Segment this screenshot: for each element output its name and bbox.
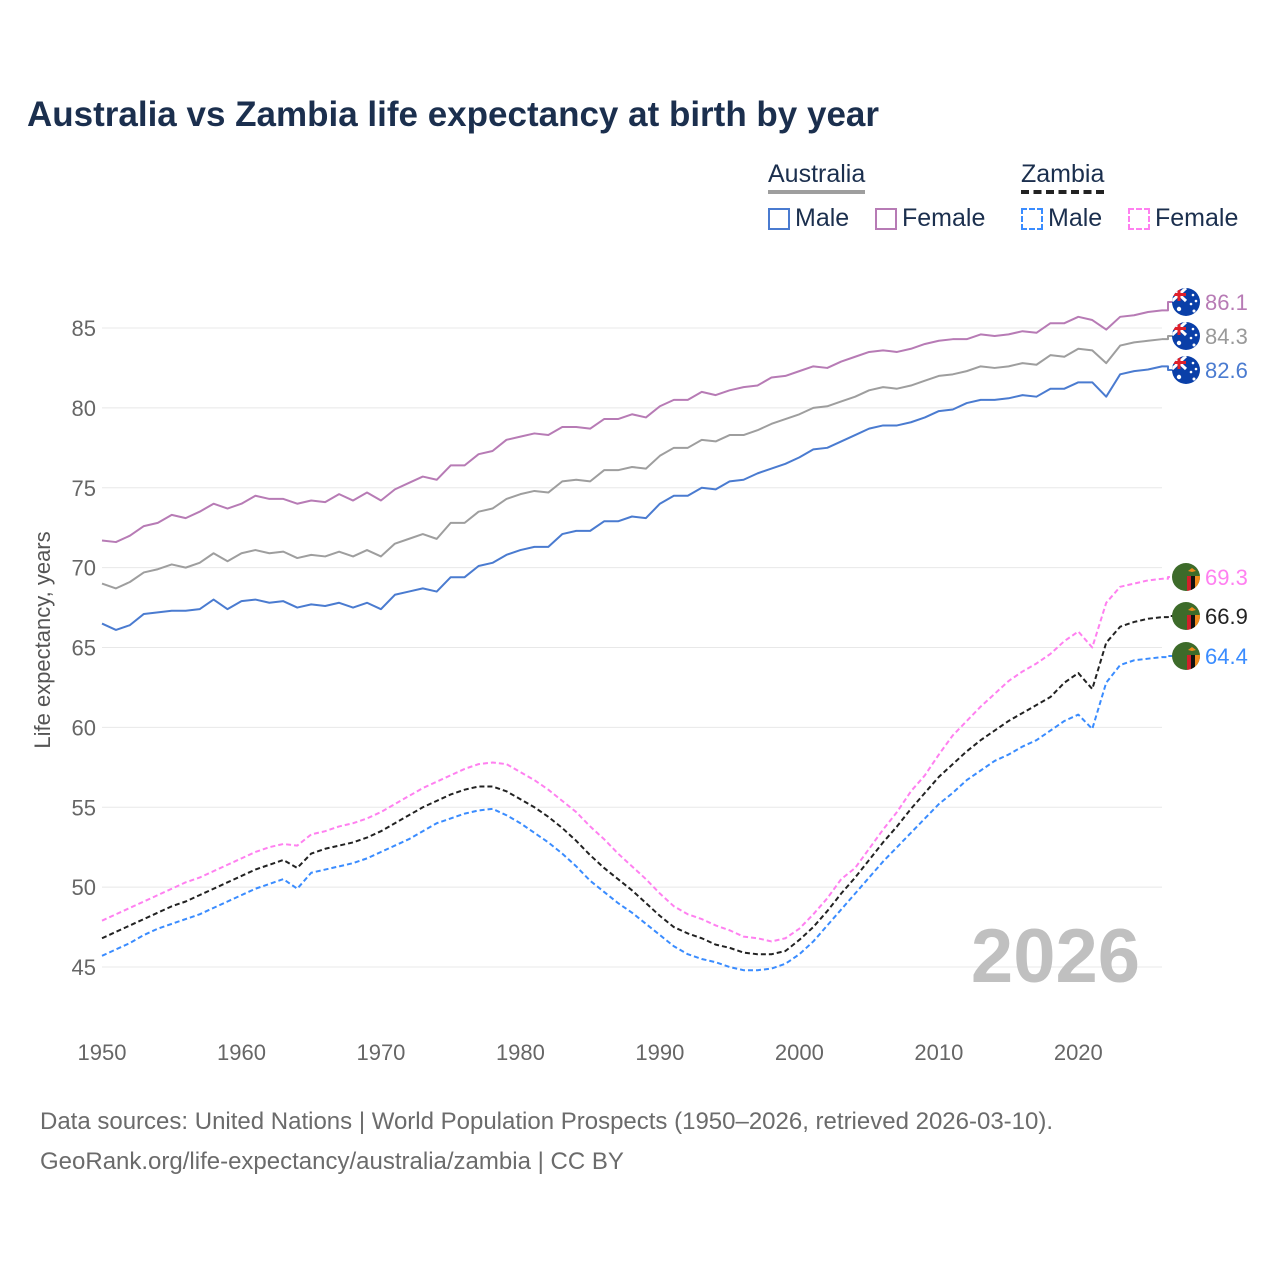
- series-line-zambia-total: [101, 615, 1174, 956]
- legend-group-label: Zambia: [1021, 160, 1105, 188]
- y-tick-label: 65: [72, 636, 96, 661]
- end-value-label: 69.3: [1205, 565, 1248, 590]
- legend-group-australia: Australia: [768, 160, 866, 194]
- legend-swatch: [875, 207, 897, 230]
- legend-swatch: [1128, 207, 1150, 230]
- legend-item-zambia-female[interactable]: Female: [1128, 204, 1238, 233]
- zambia-flag-icon: [1172, 563, 1200, 591]
- end-value-label: 82.6: [1205, 358, 1248, 383]
- legend-item-zambia-male[interactable]: Male: [1021, 204, 1102, 233]
- x-tick-label: 1960: [217, 1040, 266, 1065]
- legend-swatch: [768, 207, 790, 230]
- legend-label: Male: [1048, 204, 1103, 232]
- zambia-flag-icon: [1172, 602, 1200, 630]
- x-tick-label: 1970: [356, 1040, 405, 1065]
- end-value-label: 66.9: [1205, 604, 1248, 629]
- source-link[interactable]: GeoRank.org/life-expectancy/australia/za…: [40, 1148, 624, 1175]
- x-tick-label: 2000: [775, 1040, 824, 1065]
- chart-title: Australia vs Zambia life expectancy at b…: [27, 95, 880, 134]
- y-tick-label: 75: [72, 476, 96, 501]
- x-tick-label: 1990: [635, 1040, 684, 1065]
- x-tick-label: 2020: [1054, 1040, 1103, 1065]
- australia-flag-icon: [1172, 288, 1200, 316]
- y-tick-label: 50: [72, 875, 96, 900]
- y-axis-label: Life expectancy, years: [30, 531, 55, 748]
- zambia-flag-icon: [1172, 642, 1200, 670]
- legend-item-australia-male[interactable]: Male: [768, 204, 849, 233]
- x-tick-label: 1980: [496, 1040, 545, 1065]
- legend-group-label: Australia: [768, 160, 866, 188]
- australia-flag-icon: [1172, 356, 1200, 384]
- y-tick-label: 45: [72, 955, 96, 980]
- australia-flag-icon: [1172, 322, 1200, 350]
- legend-label: Male: [795, 204, 850, 232]
- legend-underline-dashed: [1021, 190, 1105, 194]
- legend-underline-solid: [768, 190, 866, 194]
- legend-label: Female: [902, 204, 986, 232]
- legend-label: Female: [1155, 204, 1239, 232]
- legend-item-australia-female[interactable]: Female: [875, 204, 985, 233]
- y-tick-label: 85: [72, 316, 96, 341]
- y-tick-label: 80: [72, 396, 96, 421]
- y-tick-label: 70: [72, 556, 96, 581]
- end-value-label: 64.4: [1205, 644, 1248, 669]
- series-line-australia-female: [101, 301, 1174, 544]
- x-tick-label: 2010: [914, 1040, 963, 1065]
- series-line-zambia-male: [101, 655, 1174, 972]
- y-tick-label: 60: [72, 715, 96, 740]
- y-tick-label: 55: [72, 795, 96, 820]
- legend-swatch: [1021, 207, 1043, 230]
- year-watermark: 2026: [971, 914, 1140, 999]
- end-value-label: 84.3: [1205, 324, 1248, 349]
- legend-group-zambia: Zambia: [1021, 160, 1105, 194]
- source-text: Data sources: United Nations | World Pop…: [40, 1108, 1054, 1135]
- x-tick-label: 1950: [78, 1040, 127, 1065]
- series-line-australia-male: [101, 365, 1174, 631]
- end-value-label: 86.1: [1205, 290, 1248, 315]
- series-line-australia-total: [101, 335, 1174, 590]
